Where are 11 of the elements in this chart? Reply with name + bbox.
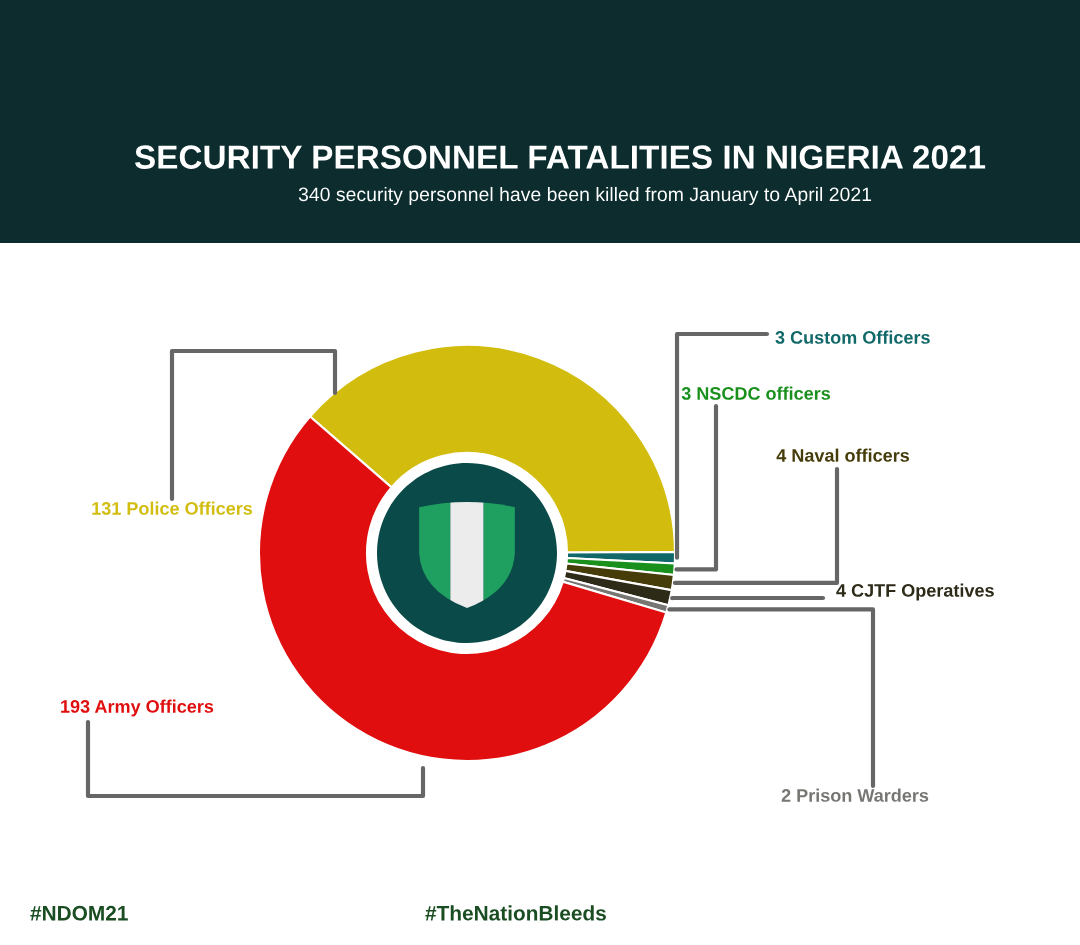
- slice-label: 193 Army Officers: [61, 699, 214, 717]
- slice-label: 4 Naval officers: [776, 448, 909, 462]
- slice-label: 2 Prison Warders: [781, 788, 929, 802]
- slice-label: 3 Custom Officers: [775, 330, 930, 344]
- chart-subtitle: 340 security personnel have been killed from January to April 2021: [298, 186, 872, 206]
- text: #TheNationBleeds: [425, 905, 606, 921]
- slice-label: 131 Police Officers: [92, 501, 253, 515]
- slice-label: 3 NSCDC officers: [681, 386, 831, 400]
- text: #NDOM21: [30, 905, 128, 921]
- slice-label: 4 CJTF Operatives: [836, 583, 994, 601]
- chart-title: SECURITY PERSONNEL FATALITIES IN NIGERIA 2021: [134, 145, 986, 169]
